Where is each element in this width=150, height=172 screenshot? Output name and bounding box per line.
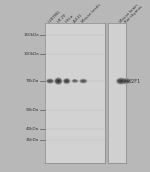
Ellipse shape bbox=[54, 77, 62, 85]
Ellipse shape bbox=[65, 80, 68, 82]
Ellipse shape bbox=[80, 79, 87, 83]
Text: 150kDa: 150kDa bbox=[24, 33, 39, 37]
Ellipse shape bbox=[63, 78, 70, 84]
Bar bbox=[45, 23, 105, 163]
Ellipse shape bbox=[81, 80, 85, 82]
Ellipse shape bbox=[72, 80, 78, 83]
Ellipse shape bbox=[123, 80, 128, 82]
Text: HT-29: HT-29 bbox=[56, 13, 67, 24]
Ellipse shape bbox=[120, 78, 131, 84]
Text: Rat thymus: Rat thymus bbox=[124, 4, 143, 24]
Ellipse shape bbox=[74, 80, 75, 81]
Ellipse shape bbox=[121, 79, 130, 83]
Ellipse shape bbox=[64, 79, 70, 83]
Ellipse shape bbox=[73, 79, 76, 81]
Ellipse shape bbox=[46, 78, 54, 84]
Ellipse shape bbox=[117, 79, 125, 84]
Text: Mouse brain: Mouse brain bbox=[119, 3, 139, 24]
Bar bbox=[108, 23, 126, 163]
Ellipse shape bbox=[119, 80, 123, 82]
Ellipse shape bbox=[47, 79, 53, 83]
Bar bbox=[105, 23, 108, 163]
Ellipse shape bbox=[55, 78, 62, 84]
Text: A-431: A-431 bbox=[73, 13, 84, 24]
Text: HeLa: HeLa bbox=[65, 14, 75, 24]
Ellipse shape bbox=[71, 79, 79, 83]
Ellipse shape bbox=[79, 79, 87, 84]
Text: U-87MG: U-87MG bbox=[48, 9, 62, 24]
Text: 100kDa: 100kDa bbox=[24, 52, 39, 56]
Ellipse shape bbox=[73, 79, 76, 81]
Ellipse shape bbox=[73, 80, 77, 82]
Text: 40kDa: 40kDa bbox=[26, 127, 39, 131]
Text: E2F1: E2F1 bbox=[129, 79, 141, 84]
Text: Mouse testis: Mouse testis bbox=[81, 3, 102, 24]
Ellipse shape bbox=[57, 80, 60, 82]
Text: 50kDa: 50kDa bbox=[26, 108, 39, 112]
Ellipse shape bbox=[48, 80, 52, 82]
Text: 35kDa: 35kDa bbox=[26, 138, 39, 142]
Ellipse shape bbox=[116, 78, 126, 85]
Text: 70kDa: 70kDa bbox=[26, 79, 39, 83]
